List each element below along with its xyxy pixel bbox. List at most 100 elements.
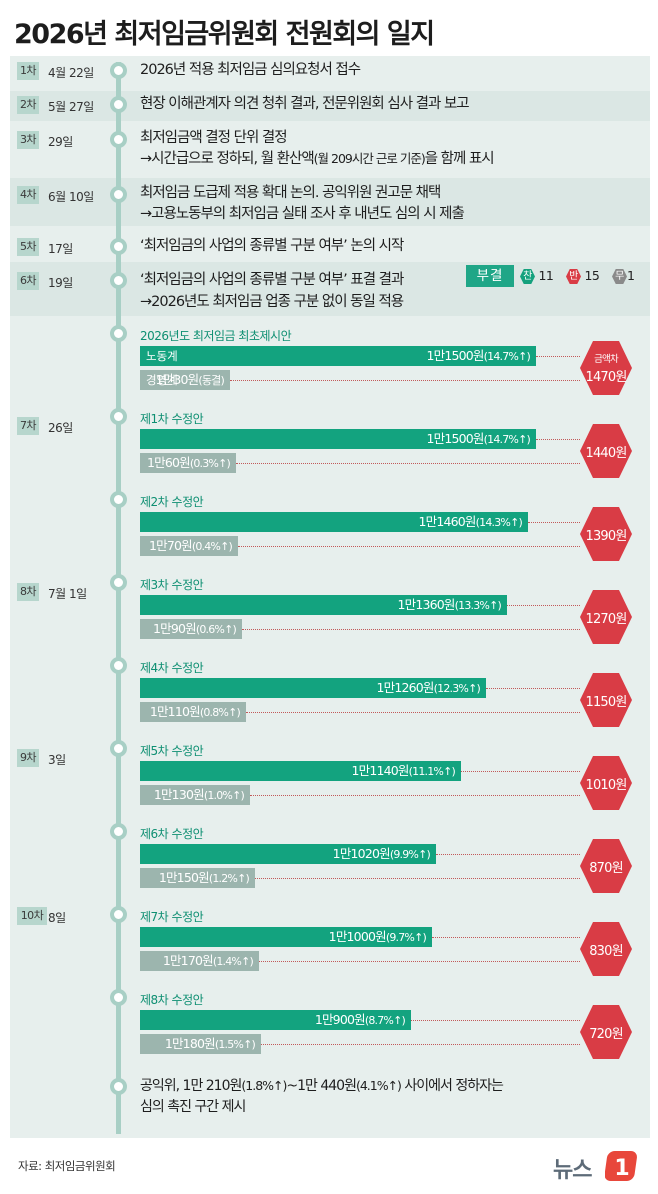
timeline-node <box>110 131 127 148</box>
management-series-label: 경영계 <box>146 373 178 387</box>
final-proposal-line2: 심의 촉진 구간 제시 <box>140 1099 246 1115</box>
gap-value: 1010원 <box>585 778 627 793</box>
vote-result-badge: 부결 <box>466 265 514 287</box>
session-date: 19일 <box>48 276 73 290</box>
session-badge: 1차 <box>17 62 39 80</box>
session-text: 최저임금 도급제 적용 확대 논의. 공익위원 권고문 채택 <box>140 185 441 201</box>
gap-connector <box>536 439 580 440</box>
session-date: 3일 <box>48 753 66 767</box>
session-date: 8일 <box>48 911 66 925</box>
session-badge: 10차 <box>17 907 47 925</box>
session-badge: 6차 <box>17 272 39 290</box>
management-bar: 1만70원(0.4%↑) <box>140 536 238 556</box>
timeline-node <box>110 272 127 289</box>
gap-connector <box>255 878 580 879</box>
final-proposal-line1: 공익위, 1만 210원(1.8%↑)~1만 440원(4.1%↑) 사이에서 … <box>140 1078 504 1094</box>
session-text: 최저임금액 결정 단위 결정 <box>140 130 288 146</box>
management-value-label: 1만70원(0.4%↑) <box>148 538 233 553</box>
management-value-label: 1만90원(0.6%↑) <box>152 621 237 636</box>
gap-hexagon: 1390원 <box>579 506 633 562</box>
gap-hexagon: 금액차 1470원 <box>579 340 633 396</box>
session-badge: 4차 <box>17 186 39 204</box>
management-bar: 1만60원(0.3%↑) <box>140 453 236 473</box>
gap-hexagon: 1010원 <box>579 755 633 811</box>
timeline-node <box>110 408 127 425</box>
timeline-node <box>110 96 127 113</box>
session-date: 4월 22일 <box>48 66 94 80</box>
proposal-title: 제2차 수정안 <box>140 495 204 509</box>
labor-value-label: 1만1500원(14.7%↑) <box>426 431 530 446</box>
management-bar: 1만180원(1.5%↑) <box>140 1034 261 1054</box>
timeline-node <box>110 238 127 255</box>
session-badge: 9차 <box>17 749 39 767</box>
gap-connector <box>436 854 580 855</box>
labor-value-label: 1만1460원(14.3%↑) <box>418 514 522 529</box>
gap-connector <box>246 712 580 713</box>
management-value-label: 1만150원(1.2%↑) <box>158 870 250 885</box>
logo-text: 뉴스 <box>553 1158 592 1183</box>
gap-value: 1390원 <box>585 529 627 544</box>
management-value-label: 1만170원(1.4%↑) <box>162 953 254 968</box>
management-value-label: 1만130원(1.0%↑) <box>153 787 245 802</box>
page-title: 2026년 최저임금위원회 전원회의 일지 <box>14 19 435 50</box>
labor-value-label: 1만1140원(11.1%↑) <box>351 763 455 778</box>
proposal-title: 제7차 수정안 <box>140 910 204 924</box>
gap-connector <box>486 688 580 689</box>
labor-value-label: 1만1000원(9.7%↑) <box>328 929 427 944</box>
gap-value: 1440원 <box>585 446 627 461</box>
timeline-node <box>110 574 127 591</box>
management-value-label: 1만110원(0.8%↑) <box>149 704 241 719</box>
gap-connector <box>250 795 580 796</box>
source-credit: 자료: 최저임금위원회 <box>18 1159 116 1173</box>
svg-text:1: 1 <box>614 1156 629 1181</box>
labor-value-label: 1만1500원(14.7%↑) <box>426 348 530 363</box>
timeline-node <box>110 823 127 840</box>
gap-hexagon: 1270원 <box>579 589 633 645</box>
management-bar: 1만110원(0.8%↑) <box>140 702 246 722</box>
labor-value-label: 1만1360원(13.3%↑) <box>397 597 501 612</box>
labor-bar: 1만1140원(11.1%↑) <box>140 761 461 781</box>
labor-bar: 1만900원(8.7%↑) <box>140 1010 411 1030</box>
session-text: 현장 이해관계자 의견 청취 결과, 전문위원회 심사 결과 보고 <box>140 96 470 112</box>
logo-mark-icon: 1 <box>605 1151 637 1181</box>
proposal-title: 2026년도 최저임금 최초제시안 <box>140 329 292 343</box>
gap-value: 1470원 <box>585 370 627 385</box>
timeline-node <box>110 62 127 79</box>
labor-value-label: 1만1260원(12.3%↑) <box>376 680 480 695</box>
management-value-label: 1만60원(0.3%↑) <box>146 455 231 470</box>
session-date: 26일 <box>48 421 73 435</box>
gap-connector <box>528 522 580 523</box>
session-badge: 7차 <box>17 417 39 435</box>
session-date: 17일 <box>48 242 73 256</box>
labor-series-label: 노동계 <box>146 349 178 363</box>
gap-value: 830원 <box>589 944 623 959</box>
timeline-node <box>110 325 127 342</box>
vote-for: 찬 11 <box>520 268 554 284</box>
labor-bar: 1만1020원(9.9%↑) <box>140 844 436 864</box>
timeline-line <box>116 62 121 1134</box>
labor-bar: 1만1460원(14.3%↑) <box>140 512 528 532</box>
session-date: 6월 10일 <box>48 190 94 204</box>
labor-bar: 1만1000원(9.7%↑) <box>140 927 432 947</box>
proposal-title: 제8차 수정안 <box>140 993 204 1007</box>
session-date: 29일 <box>48 135 73 149</box>
labor-value-label: 1만1020원(9.9%↑) <box>332 846 431 861</box>
labor-bar: 노동계 1만1500원(14.7%↑) <box>140 346 536 366</box>
gap-connector <box>230 380 580 381</box>
labor-bar: 1만1360원(13.3%↑) <box>140 595 507 615</box>
management-bar: 경영계 1만30원(동결) <box>140 370 230 390</box>
session-badge: 5차 <box>17 238 39 256</box>
timeline-node <box>110 491 127 508</box>
gap-connector <box>536 356 580 357</box>
session-badge: 8차 <box>17 583 39 601</box>
gap-hexagon: 870원 <box>579 838 633 894</box>
gap-connector <box>432 937 580 938</box>
management-value-label: 1만180원(1.5%↑) <box>164 1036 256 1051</box>
gap-connector <box>261 1044 580 1045</box>
management-bar: 1만90원(0.6%↑) <box>140 619 242 639</box>
gap-connector <box>461 771 580 772</box>
proposal-title: 제5차 수정안 <box>140 744 204 758</box>
timeline-node <box>110 657 127 674</box>
proposal-title: 제4차 수정안 <box>140 661 204 675</box>
